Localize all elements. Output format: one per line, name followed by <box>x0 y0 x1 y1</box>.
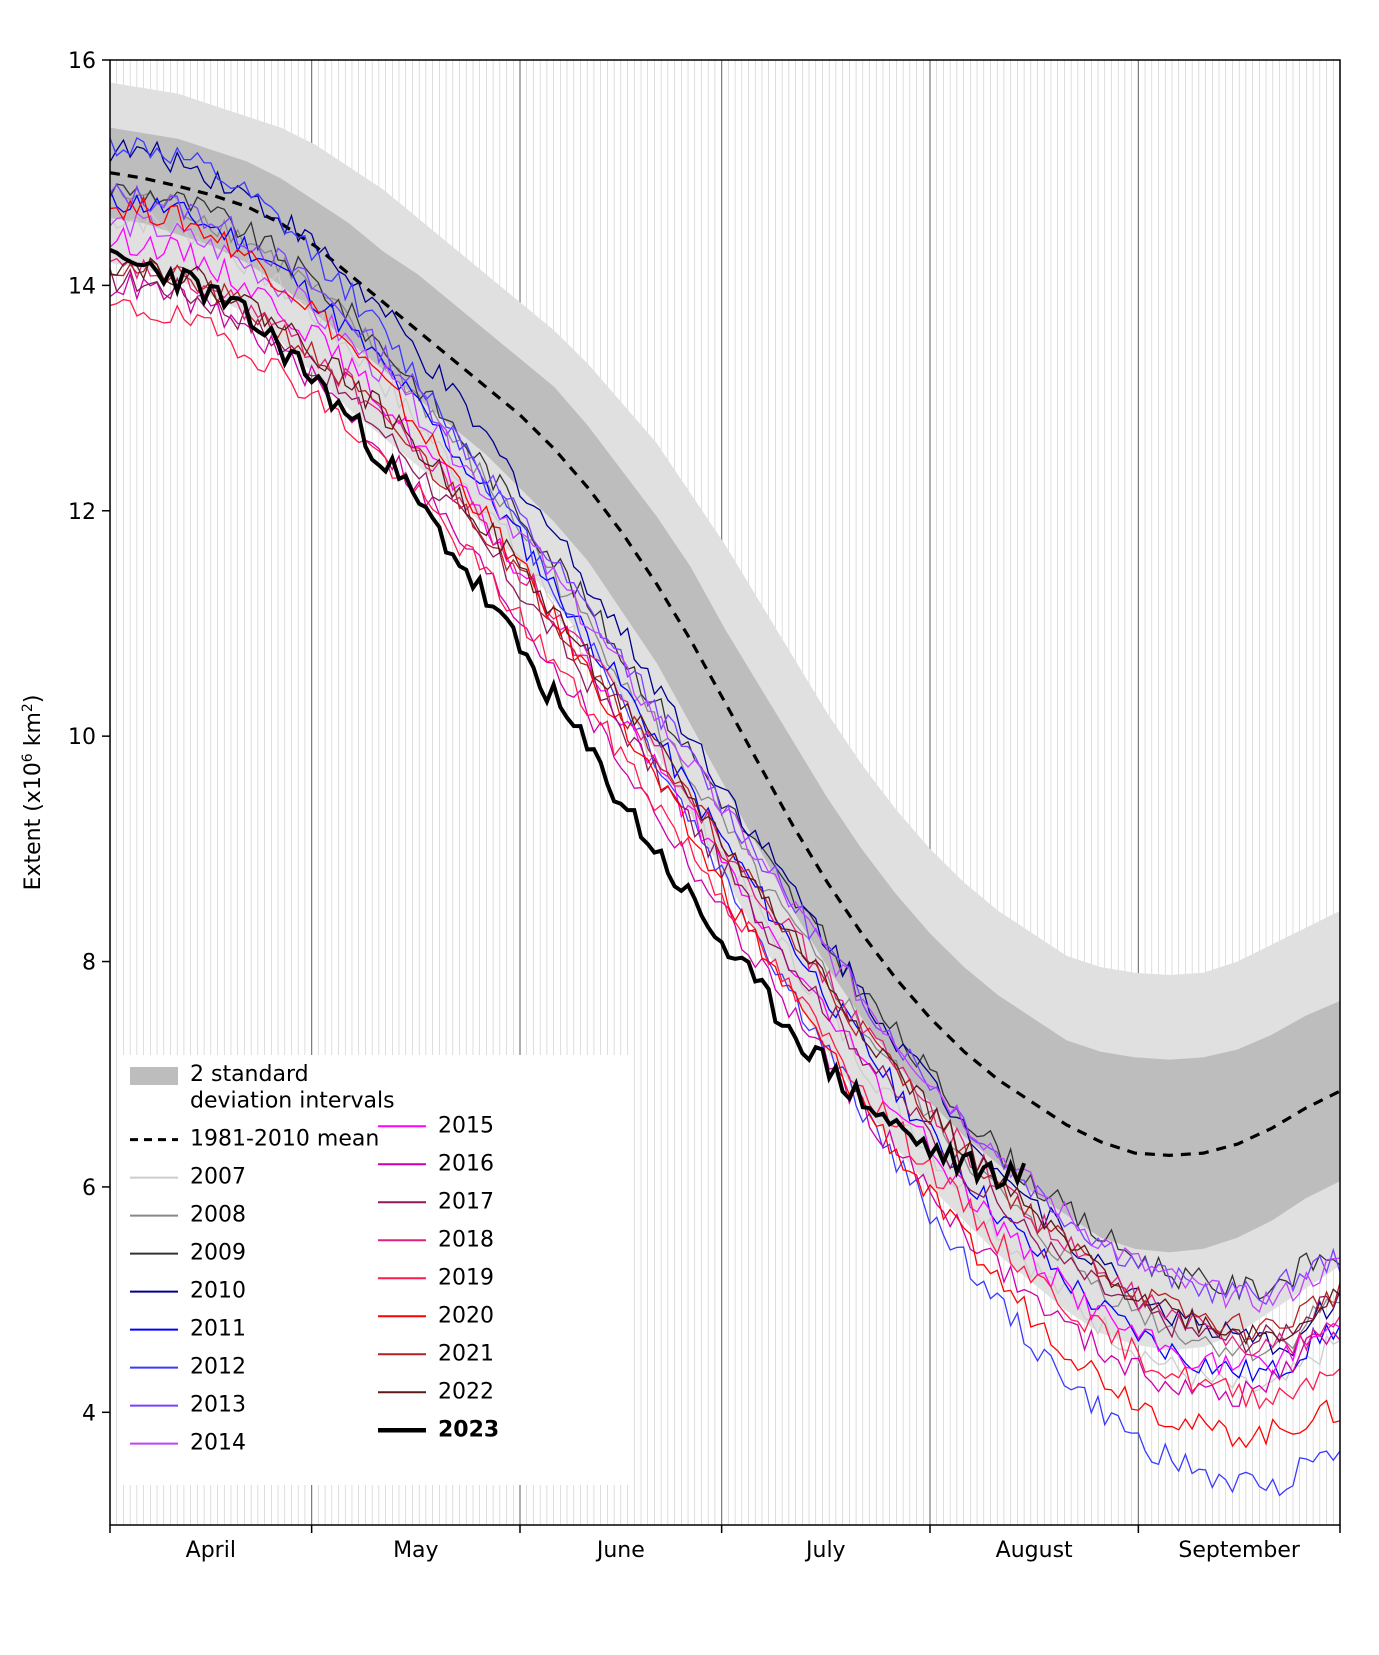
svg-text:8: 8 <box>82 951 96 976</box>
svg-text:July: July <box>804 1538 846 1563</box>
svg-text:April: April <box>186 1538 236 1563</box>
svg-text:2022: 2022 <box>438 1379 494 1404</box>
svg-text:2016: 2016 <box>438 1151 494 1176</box>
svg-text:2011: 2011 <box>190 1317 246 1342</box>
svg-text:14: 14 <box>68 274 96 299</box>
svg-text:16: 16 <box>68 49 96 74</box>
svg-text:June: June <box>595 1538 645 1563</box>
svg-text:2010: 2010 <box>190 1279 246 1304</box>
svg-text:2013: 2013 <box>190 1393 246 1418</box>
svg-text:2008: 2008 <box>190 1203 246 1228</box>
svg-text:2019: 2019 <box>438 1265 494 1290</box>
svg-text:2021: 2021 <box>438 1341 494 1366</box>
svg-text:2018: 2018 <box>438 1227 494 1252</box>
legend: 2 standarddeviation intervals 1981-2010 m… <box>118 1055 628 1485</box>
svg-text:2007: 2007 <box>190 1165 246 1190</box>
svg-text:12: 12 <box>68 500 96 525</box>
svg-text:2017: 2017 <box>438 1189 494 1214</box>
svg-text:September: September <box>1178 1538 1301 1563</box>
svg-text:2020: 2020 <box>438 1303 494 1328</box>
svg-text:2012: 2012 <box>190 1355 246 1380</box>
svg-text:2 standard: 2 standard <box>190 1062 309 1087</box>
svg-text:2009: 2009 <box>190 1241 246 1266</box>
svg-text:Extent (x106 km2): Extent (x106 km2) <box>20 695 46 891</box>
svg-text:1981-2010 mean: 1981-2010 mean <box>190 1127 379 1152</box>
svg-text:May: May <box>393 1538 438 1563</box>
svg-text:2015: 2015 <box>438 1113 494 1138</box>
svg-text:4: 4 <box>82 1401 96 1426</box>
svg-text:deviation intervals: deviation intervals <box>190 1089 395 1114</box>
svg-text:2023: 2023 <box>438 1417 499 1442</box>
sea-ice-extent-chart: 4 6 8 10 12 14 16 Extent (x106 km2) April May June… <box>0 0 1379 1655</box>
svg-text:6: 6 <box>82 1176 96 1201</box>
svg-text:August: August <box>996 1538 1073 1563</box>
svg-text:2014: 2014 <box>190 1431 246 1456</box>
svg-text:10: 10 <box>68 725 96 750</box>
